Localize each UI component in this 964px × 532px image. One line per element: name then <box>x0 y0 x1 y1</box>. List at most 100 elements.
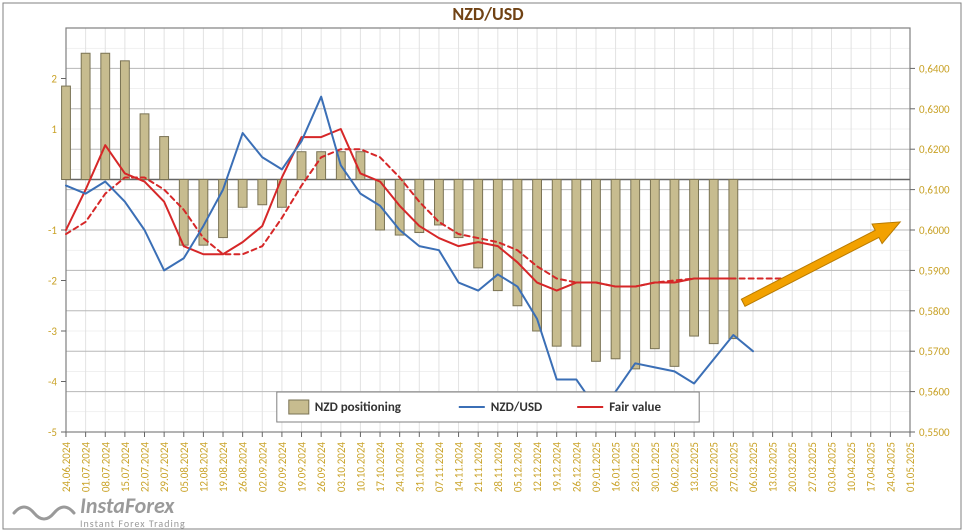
x-tick-label: 03.10.2024 <box>335 442 348 493</box>
y-right-tick-label: 0,6200 <box>919 143 950 156</box>
x-tick-label: 22.07.2024 <box>139 442 152 493</box>
x-tick-label: 19.12.2024 <box>551 442 564 493</box>
x-tick-label: 10.10.2024 <box>354 442 367 493</box>
x-tick-label: 05.08.2024 <box>178 442 191 493</box>
chart-svg: -5 -4 -3 -2 -1 1 2 0,5500 0,5600 0,5700 0,5800 0,59… <box>0 0 964 532</box>
y-right-tick-label: 0,5600 <box>919 386 950 399</box>
chart-container: -5 -4 -3 -2 -1 1 2 0,5500 0,5600 0,5700 0,5800 0,59… <box>0 0 964 532</box>
y-right-tick-label: 0,6400 <box>919 62 950 75</box>
x-tick-label: 26.12.2024 <box>570 442 583 493</box>
positioning-bar <box>120 61 129 180</box>
positioning-bar <box>572 180 581 347</box>
x-tick-label: 14.11.2024 <box>453 442 466 493</box>
x-tick-label: 23.01.2025 <box>629 442 642 492</box>
x-tick-label: 03.04.2025 <box>825 442 838 492</box>
x-tick-label: 29.07.2024 <box>158 442 171 493</box>
y-left-tick-label: -3 <box>48 325 57 338</box>
positioning-bar <box>258 180 267 205</box>
positioning-bar <box>160 137 169 180</box>
x-tick-label: 10.04.2025 <box>845 442 858 492</box>
y-right-tick-label: 0,5900 <box>919 264 950 277</box>
positioning-bar <box>552 180 561 347</box>
positioning-bar <box>592 180 601 362</box>
positioning-bar <box>62 86 71 179</box>
y-left-tick-label: 1 <box>51 123 57 136</box>
positioning-bar <box>454 180 463 238</box>
x-tick-label: 13.02.2025 <box>688 442 701 492</box>
x-tick-label: 16.01.2025 <box>610 442 623 492</box>
x-tick-label: 06.03.2025 <box>747 442 760 492</box>
x-tick-label: 27.02.2025 <box>727 442 740 492</box>
y-right-tick-label: 0,6300 <box>919 103 950 116</box>
x-tick-label: 19.08.2024 <box>217 442 230 493</box>
positioning-bar <box>474 180 483 268</box>
x-tick-label: 09.01.2025 <box>590 442 603 492</box>
trend-arrow <box>741 222 900 306</box>
x-tick-label: 19.09.2024 <box>296 442 309 493</box>
watermark-main: InstaForex <box>80 492 175 519</box>
x-tick-label: 09.09.2024 <box>276 442 289 493</box>
x-axis: 24.06.2024 01.07.2024 08.07.2024 15.07.2024… <box>60 432 917 492</box>
y-axis-right: 0,5500 0,5600 0,5700 0,5800 0,5900 0,6000 0,61… <box>910 62 950 439</box>
positioning-bar <box>709 180 718 344</box>
x-tick-label: 08.07.2024 <box>99 442 112 493</box>
legend-item: NZD positioning <box>289 400 402 415</box>
y-left-tick-label: -5 <box>48 426 57 439</box>
watermark-wave-icon <box>14 507 74 519</box>
x-tick-label: 20.03.2025 <box>786 442 799 492</box>
x-tick-label: 06.02.2025 <box>668 442 681 492</box>
x-tick-label: 21.11.2024 <box>472 442 485 493</box>
y-right-tick-label: 0,5700 <box>919 345 950 358</box>
x-tick-label: 17.04.2025 <box>865 442 878 492</box>
watermark: InstaForexInstant Forex Trading <box>14 492 186 530</box>
x-tick-label: 28.11.2024 <box>492 442 505 493</box>
legend-label: NZD/USD <box>491 400 542 415</box>
y-left-tick-label: -1 <box>48 224 57 237</box>
x-tick-label: 05.12.2024 <box>511 442 524 493</box>
legend-swatch-bar <box>289 400 309 414</box>
x-tick-label: 24.04.2025 <box>884 442 897 492</box>
watermark-sub: Instant Forex Trading <box>80 517 186 530</box>
x-tick-label: 02.09.2024 <box>256 442 269 493</box>
chart-title: NZD/USD <box>452 3 523 25</box>
x-tick-label: 26.08.2024 <box>237 442 250 493</box>
legend-label: NZD positioning <box>315 400 402 415</box>
x-tick-label: 01.05.2025 <box>904 442 917 492</box>
x-tick-label: 12.12.2024 <box>531 442 544 493</box>
positioning-bar <box>101 53 110 179</box>
positioning-bar <box>631 180 640 369</box>
positioning-bar <box>238 180 247 208</box>
positioning-bar <box>690 180 699 337</box>
y-right-tick-label: 0,5800 <box>919 305 950 318</box>
positioning-bar <box>81 53 90 179</box>
x-tick-label: 01.07.2024 <box>80 442 93 493</box>
x-tick-label: 24.06.2024 <box>60 442 73 493</box>
positioning-bar <box>611 180 620 359</box>
x-tick-label: 12.08.2024 <box>197 442 210 493</box>
x-tick-label: 15.07.2024 <box>119 442 132 493</box>
y-right-tick-label: 0,5500 <box>919 426 950 439</box>
legend-label: Fair value <box>609 400 661 415</box>
y-right-tick-label: 0,6000 <box>919 224 950 237</box>
x-tick-label: 13.03.2025 <box>767 442 780 492</box>
positioning-bar <box>650 180 659 349</box>
x-tick-label: 07.11.2024 <box>433 442 446 493</box>
y-left-tick-label: 2 <box>51 73 57 86</box>
series-fair-value-dashed <box>66 149 792 286</box>
positioning-bar <box>670 180 679 367</box>
x-tick-label: 17.10.2024 <box>374 442 387 493</box>
positioning-bar <box>140 114 149 180</box>
positioning-bar <box>297 152 306 180</box>
y-left-tick-label: -2 <box>48 275 57 288</box>
y-left-tick-label: -4 <box>48 376 57 389</box>
y-right-tick-label: 0,6100 <box>919 184 950 197</box>
x-tick-label: 20.02.2025 <box>708 442 721 492</box>
positioning-bar <box>729 180 738 339</box>
x-tick-label: 26.09.2024 <box>315 442 328 493</box>
x-tick-label: 27.03.2025 <box>806 442 819 492</box>
x-tick-label: 30.01.2025 <box>649 442 662 492</box>
positioning-bar <box>533 180 542 332</box>
positioning-bar <box>179 180 188 246</box>
x-tick-label: 31.10.2024 <box>413 442 426 493</box>
x-tick-label: 24.10.2024 <box>394 442 407 493</box>
